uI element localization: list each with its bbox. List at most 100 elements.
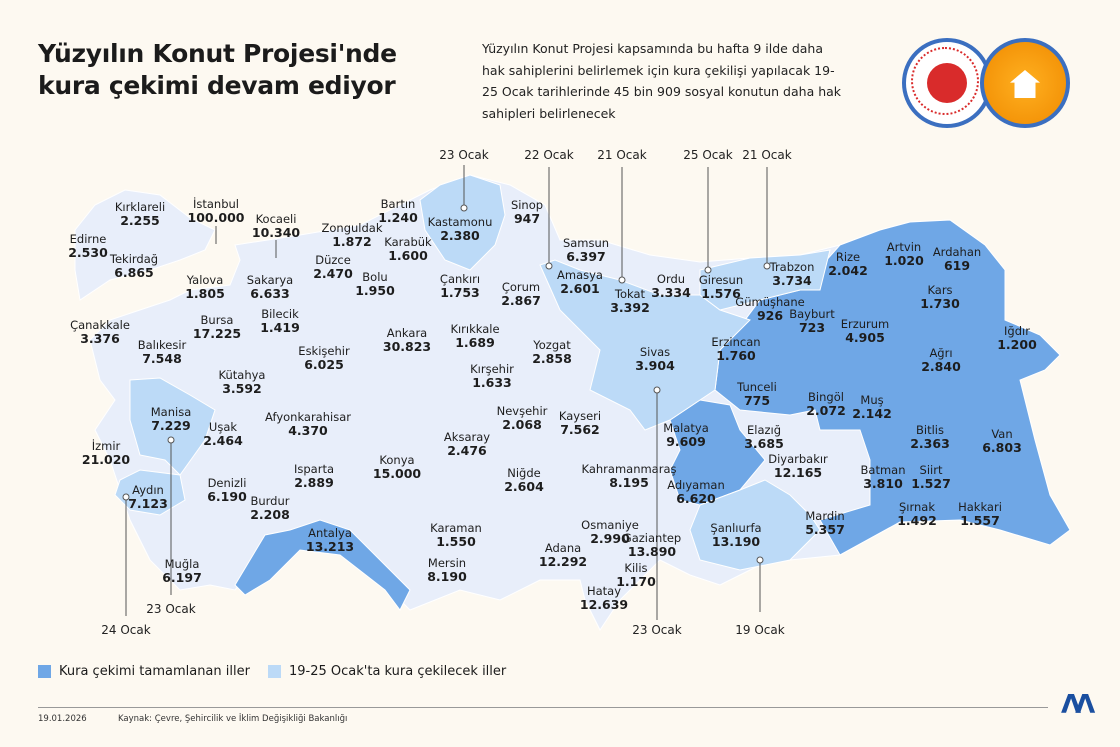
province-housing-count: 1.730 [920,296,960,311]
legend-upcoming: 19-25 Ocak'ta kura çekilecek iller [268,664,506,679]
province-name: Burdur [250,494,290,508]
province-housing-count: 6.025 [304,357,344,372]
province-label: Diyarbakır 12.165 [768,452,828,480]
draw-date-label: 25 Ocak [683,148,733,162]
province-housing-count: 1.600 [388,248,428,263]
province-name: Sakarya [246,273,294,287]
province-name: Osmaniye [581,518,639,532]
province-name: Çankırı [439,272,481,286]
province-label: Kütahya 3.592 [219,368,266,396]
province-name: Elazığ [746,423,782,437]
province-housing-count: 7.229 [151,418,191,433]
project-badge-logo [980,38,1070,128]
province-label: Afyonkarahisar 4.370 [265,410,351,438]
province-label: Samsun 6.397 [563,236,609,264]
province-label: Düzce 2.470 [313,253,353,281]
province-name: Batman [860,463,906,477]
province-name: Çanakkale [70,318,130,332]
region-antalya [234,519,411,611]
footer-divider [38,707,1048,708]
province-housing-count: 1.020 [884,253,924,268]
province-name: Denizli [207,476,247,490]
province-housing-count: 2.530 [68,245,108,260]
province-label: Şanlıurfa 13.190 [710,521,761,549]
province-name: Karabük [384,235,432,249]
province-label: Hakkari 1.557 [958,500,1002,528]
province-housing-count: 12.292 [538,554,588,569]
province-label: Kırklareli 2.255 [115,200,165,228]
province-housing-count: 1.527 [911,476,951,491]
province-name: Muş [860,393,884,407]
province-label: Karaman 1.550 [430,521,482,549]
province-name: Ordu [656,272,686,286]
province-housing-count: 2.072 [806,403,846,418]
province-housing-count: 2.068 [502,417,542,432]
province-label: Kahramanmaraş 8.195 [581,462,676,490]
province-name: Bursa [200,313,234,327]
province-housing-count: 15.000 [372,466,422,481]
legend-swatch-upcoming [268,665,281,678]
province-label: Ordu 3.334 [651,272,691,300]
province-housing-count: 1.760 [716,348,756,363]
province-label: Karabük 1.600 [384,235,431,263]
province-name: Amasya [557,268,603,282]
province-label: Hatay 12.639 [580,584,628,612]
province-housing-count: 3.685 [744,436,784,451]
draw-date-label: 22 Ocak [524,148,574,162]
draw-date-label: 23 Ocak [439,148,489,162]
province-housing-count: 2.363 [910,436,950,451]
house-icon [1010,70,1040,98]
province-name: Tokat [614,287,646,301]
province-name: Tekirdağ [109,252,159,266]
province-housing-count: 2.255 [120,213,160,228]
province-label: Bingöl 2.072 [806,390,846,418]
draw-date-label: 24 Ocak [101,623,151,637]
province-housing-count: 6.620 [676,491,716,506]
province-label: Artvin 1.020 [884,240,924,268]
province-name: Kayseri [558,409,602,423]
province-name: Samsun [562,236,610,250]
province-label: Aksaray 2.476 [444,430,490,458]
province-housing-count: 723 [798,320,826,335]
province-name: Bilecik [261,307,299,321]
province-label: Elazığ 3.685 [744,423,784,451]
province-name: Kırşehir [470,362,514,376]
region-manisa [129,377,216,476]
province-housing-count: 5.357 [805,522,845,537]
province-label: Bolu 1.950 [355,270,395,298]
province-label: Konya 15.000 [373,453,421,481]
province-housing-count: 3.376 [80,331,120,346]
province-label: Malatya 9.609 [663,421,709,449]
province-housing-count: 100.000 [187,210,245,225]
province-name: Diyarbakır [768,452,828,466]
province-housing-count: 1.805 [185,286,225,301]
province-label: Niğde 2.604 [504,466,544,494]
province-label: İzmir 21.020 [82,439,130,467]
page-title: Yüzyılın Konut Projesi'nde kura çekimi d… [38,39,397,100]
province-name: Kastamonu [427,215,493,229]
province-name: Konya [379,453,415,467]
province-housing-count: 2.042 [828,263,868,278]
province-label: Çankırı 1.753 [440,272,480,300]
province-housing-count: 13.190 [711,534,761,549]
province-label: Kocaeli 10.340 [252,212,300,240]
aa-logo: ΛΛ [1061,690,1095,720]
province-label: Trabzon 3.734 [770,260,815,288]
province-housing-count: 7.548 [142,351,182,366]
province-label: Çorum 2.867 [501,280,541,308]
region-amasya-tokat-sivas [539,259,751,431]
province-housing-count: 2.476 [447,443,487,458]
draw-date-label: 19 Ocak [735,623,785,637]
province-name: Kırklareli [114,200,166,214]
province-name: Giresun [698,273,744,287]
province-name: Antalya [308,526,352,540]
province-label: Kastamonu 2.380 [428,215,493,243]
province-name: Kilis [624,561,648,575]
region-kastamonu [419,174,506,271]
province-name: Bayburt [789,307,835,321]
province-housing-count: 12.639 [579,597,629,612]
legend-label-upcoming: 19-25 Ocak'ta kura çekilecek iller [289,664,507,679]
province-name: Yalova [186,273,224,287]
province-label: Sinop 947 [511,198,543,226]
